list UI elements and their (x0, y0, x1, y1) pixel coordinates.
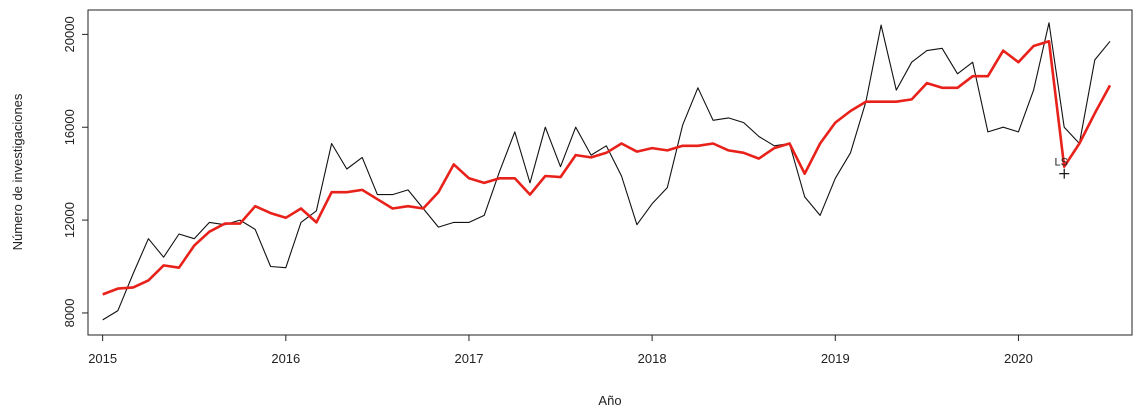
x-tick-label: 2019 (821, 351, 850, 366)
plot-area: LS (102, 22, 1112, 321)
x-tick-label: 2015 (88, 351, 117, 366)
series-line-observed (102, 22, 1111, 321)
y-tick-label: 16000 (62, 109, 77, 145)
x-tick-label: 2017 (455, 351, 484, 366)
axes: 2015 2016 2017 2018 2019 2020 8000 12000 16000 20… (62, 16, 1033, 366)
y-tick-label: 8000 (62, 298, 77, 327)
plot-frame (87, 9, 1133, 336)
x-tick-label: 2016 (271, 351, 300, 366)
y-tick-label: 12000 (62, 202, 77, 238)
y-tick-label: 20000 (62, 16, 77, 52)
annotation-label: LS (1054, 157, 1067, 169)
x-tick-label: 2020 (1004, 351, 1033, 366)
y-axis-label: Número de investigaciones (10, 93, 25, 250)
x-tick-label: 2018 (638, 351, 667, 366)
series-line-fitted (102, 39, 1112, 296)
x-axis-label: Año (598, 393, 621, 408)
